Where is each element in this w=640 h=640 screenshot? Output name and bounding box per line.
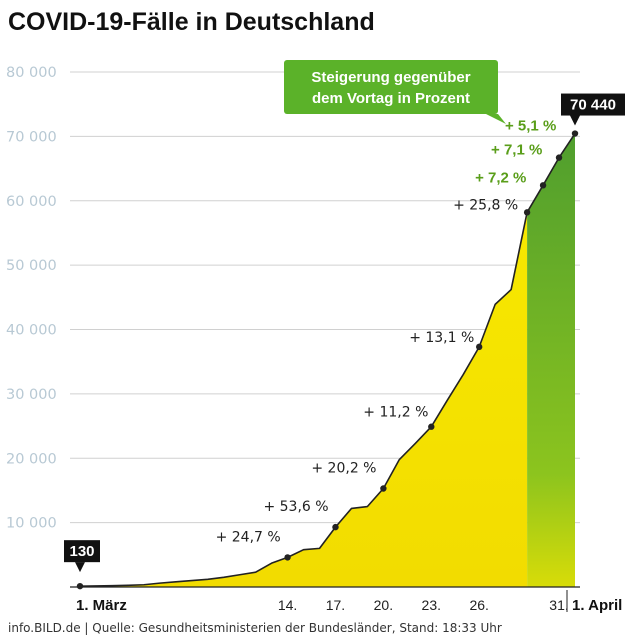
growth-annotation: + 7,1 % — [491, 142, 542, 159]
callout-box — [284, 60, 498, 114]
y-tick-label: 60 000 — [6, 194, 57, 210]
data-point — [380, 485, 387, 492]
growth-annotation: + 13,1 % — [409, 330, 474, 346]
data-point — [571, 130, 579, 137]
chart-title: COVID-19-Fälle in Deutschland — [8, 8, 375, 36]
callout-pointer — [486, 114, 506, 124]
data-point — [539, 182, 547, 189]
growth-annotation: + 5,1 % — [505, 118, 556, 135]
y-tick-label: 20 000 — [6, 451, 57, 467]
start-badge-pointer — [75, 562, 85, 573]
data-point — [284, 554, 291, 561]
data-point — [428, 423, 435, 430]
x-tick-label: 1. März — [76, 597, 127, 614]
end-value-label: 70 440 — [570, 97, 616, 114]
series-line — [79, 133, 576, 587]
x-tick-label: 31. — [549, 597, 568, 613]
data-point — [523, 209, 531, 216]
y-tick-label: 50 000 — [6, 258, 57, 274]
end-badge — [561, 93, 625, 116]
yellow-area — [80, 212, 528, 587]
x-tick-label: 14. — [278, 597, 297, 613]
data-point — [76, 582, 84, 590]
x-tick-label: 17. — [326, 597, 345, 613]
green-area — [527, 133, 575, 588]
growth-annotation: + 25,8 % — [453, 197, 518, 213]
y-tick-label: 40 000 — [6, 323, 57, 339]
x-tick-label: 26. — [469, 597, 488, 613]
x-tick-label: 23. — [422, 597, 441, 613]
data-point — [555, 154, 563, 161]
y-tick-label: 80 000 — [6, 65, 57, 81]
callout-line-2: dem Vortag in Prozent — [312, 90, 470, 107]
y-tick-label: 70 000 — [6, 129, 57, 145]
y-tick-label: 30 000 — [6, 387, 57, 403]
callout-line-1: Steigerung gegenüber — [311, 69, 470, 86]
start-badge — [64, 540, 100, 563]
growth-annotation: + 20,2 % — [311, 461, 376, 477]
data-point — [332, 523, 339, 531]
x-tick-label: 20. — [374, 597, 393, 613]
data-point — [475, 343, 483, 351]
growth-annotation: + 7,2 % — [475, 169, 526, 186]
growth-annotation: + 53,6 % — [263, 499, 328, 515]
footer-source: info.BILD.de | Quelle: Gesundheitsminist… — [8, 621, 502, 635]
end-badge-pointer — [570, 115, 580, 126]
x-tick-label: 1. April — [572, 597, 622, 614]
start-value-label: 130 — [69, 543, 94, 560]
y-tick-label: 10 000 — [6, 516, 57, 532]
growth-annotation: + 24,7 % — [216, 529, 281, 545]
growth-annotation: + 11,2 % — [363, 405, 428, 421]
